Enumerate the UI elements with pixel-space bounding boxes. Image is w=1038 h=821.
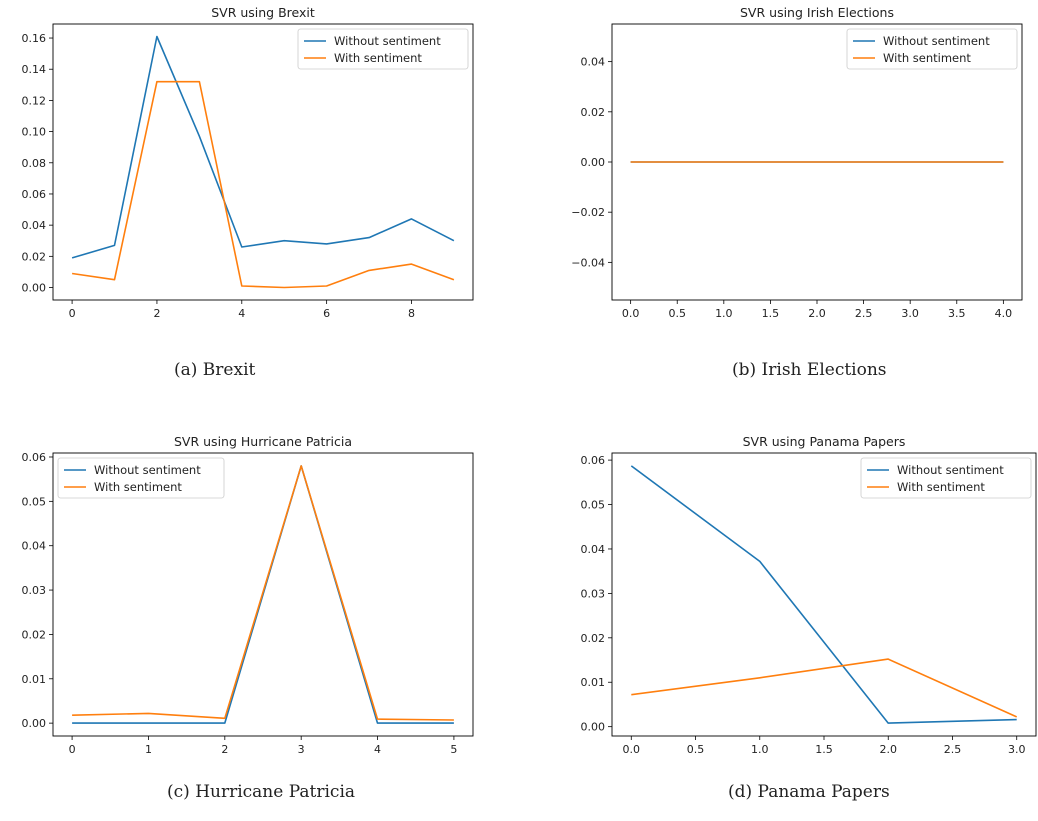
x-tick-label: 3 [298, 743, 305, 756]
y-tick-label: 0.00 [581, 721, 606, 734]
x-tick-label: 0.0 [622, 307, 640, 320]
x-tick-label: 2 [221, 743, 228, 756]
y-tick-label: −0.02 [571, 206, 605, 219]
x-tick-label: 0.5 [687, 743, 705, 756]
x-tick-label: 3.0 [1008, 743, 1026, 756]
y-tick-label: 0.02 [22, 628, 47, 641]
y-tick-label: 0.02 [581, 106, 606, 119]
x-tick-label: 2 [153, 307, 160, 320]
x-tick-label: 4 [374, 743, 381, 756]
x-tick-label: 4 [238, 307, 245, 320]
x-tick-label: 1.5 [762, 307, 780, 320]
x-tick-label: 1.5 [815, 743, 833, 756]
x-tick-label: 0.0 [623, 743, 641, 756]
x-tick-label: 2.5 [855, 307, 873, 320]
x-tick-label: 4.0 [995, 307, 1013, 320]
caption-brexit: (a) Brexit [174, 360, 256, 380]
y-tick-label: 0.06 [22, 188, 47, 201]
y-tick-label: 0.06 [22, 451, 47, 464]
y-tick-label: 0.00 [22, 282, 47, 295]
chart-hurricane-patricia: SVR using Hurricane Patricia 0 1 2 3 4 5 0.00 0.… [22, 434, 474, 756]
legend-label: With sentiment [94, 480, 182, 494]
series-line-with-sentiment [71, 80, 455, 289]
legend-label: Without sentiment [897, 463, 1004, 477]
y-tick-label: 0.01 [22, 673, 47, 686]
legend: Without sentiment With sentiment [297, 28, 469, 70]
legend: Without sentiment With sentiment [846, 28, 1018, 70]
y-tick-label: 0.16 [22, 32, 47, 45]
legend-label: Without sentiment [334, 34, 441, 48]
legend-box [57, 457, 225, 499]
x-tick-label: 1.0 [751, 743, 769, 756]
y-tick-label: 0.05 [581, 499, 606, 512]
x-tick-label: 0 [69, 307, 76, 320]
x-tick-label: 0 [69, 743, 76, 756]
legend-label: With sentiment [334, 51, 422, 65]
chart-brexit: SVR using Brexit 0 2 4 6 8 0.00 0.02 0.04 0.06 0.0… [22, 5, 474, 320]
x-tick-label: 3.0 [901, 307, 919, 320]
legend-label: With sentiment [883, 51, 971, 65]
x-tick-label: 2.5 [944, 743, 962, 756]
series-line-with-sentiment [631, 658, 1018, 718]
legend-label: With sentiment [897, 480, 985, 494]
x-tick-label: 8 [408, 307, 415, 320]
plot-frame [611, 452, 1037, 737]
y-tick-label: 0.14 [22, 63, 47, 76]
y-tick-label: 0.00 [22, 717, 47, 730]
legend: Without sentiment With sentiment [860, 457, 1032, 499]
series-line-without-sentiment [630, 465, 1017, 724]
legend-box [846, 28, 1018, 70]
legend-label: Without sentiment [94, 463, 201, 477]
chart-title: SVR using Panama Papers [743, 434, 906, 449]
plot-frame [52, 23, 474, 301]
y-tick-label: 0.01 [581, 676, 606, 689]
series-line-with-sentiment [72, 465, 454, 721]
y-tick-label: 0.00 [581, 156, 606, 169]
y-tick-label: 0.04 [581, 543, 606, 556]
x-tick-label: 1 [145, 743, 152, 756]
legend-box [297, 28, 469, 70]
caption-panama-papers: (d) Panama Papers [728, 782, 890, 802]
caption-irish-elections: (b) Irish Elections [732, 360, 887, 380]
y-tick-label: 0.04 [22, 540, 47, 553]
y-tick-label: 0.06 [581, 454, 606, 467]
chart-panama-papers: SVR using Panama Papers 0.0 0.5 1.0 1.5 2.0 2.… [581, 434, 1037, 756]
y-tick-label: 0.03 [581, 587, 606, 600]
chart-title: SVR using Brexit [211, 5, 315, 20]
legend-label: Without sentiment [883, 34, 990, 48]
x-tick-label: 6 [323, 307, 330, 320]
x-tick-label: 0.5 [668, 307, 686, 320]
plot-frame [611, 23, 1023, 301]
legend-box [860, 457, 1032, 499]
y-tick-label: −0.04 [571, 256, 605, 269]
y-tick-label: 0.08 [22, 157, 47, 170]
x-tick-label: 3.5 [948, 307, 966, 320]
plot-frame [52, 452, 474, 737]
chart-title: SVR using Irish Elections [740, 5, 894, 20]
y-tick-label: 0.04 [581, 56, 606, 69]
y-tick-label: 0.10 [22, 126, 47, 139]
chart-irish-elections: SVR using Irish Elections 0.0 0.5 1.0 1.5 2.0… [571, 5, 1023, 320]
x-tick-label: 5 [450, 743, 457, 756]
y-tick-label: 0.02 [22, 250, 47, 263]
series-line-without-sentiment [71, 35, 455, 259]
caption-hurricane-patricia: (c) Hurricane Patricia [167, 782, 356, 802]
y-tick-label: 0.02 [581, 632, 606, 645]
y-tick-label: 0.03 [22, 584, 47, 597]
x-tick-label: 2.0 [808, 307, 826, 320]
x-tick-label: 2.0 [879, 743, 897, 756]
y-tick-label: 0.04 [22, 219, 47, 232]
chart-title: SVR using Hurricane Patricia [174, 434, 352, 449]
x-tick-label: 1.0 [715, 307, 733, 320]
y-tick-label: 0.05 [22, 495, 47, 508]
legend: Without sentiment With sentiment [57, 457, 225, 499]
y-tick-label: 0.12 [22, 94, 47, 107]
